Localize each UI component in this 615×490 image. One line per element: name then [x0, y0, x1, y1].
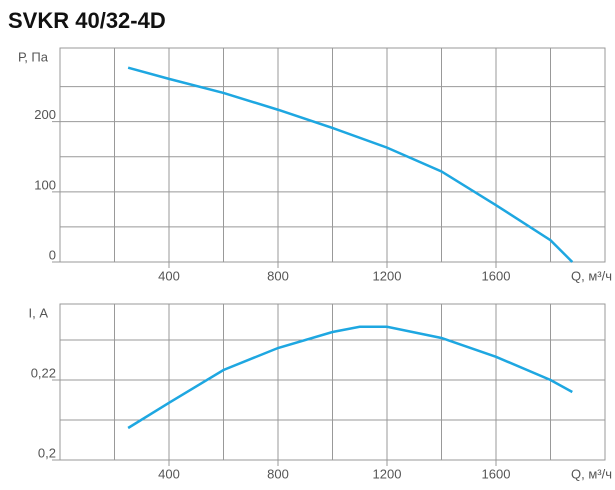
x-tick-label: 1200	[373, 268, 402, 283]
y-tick-label: 100	[34, 177, 56, 192]
y-axis-label: Р, Па	[18, 49, 49, 64]
x-tick-label: 1200	[373, 466, 402, 481]
x-axis-label: Q, м³/ч	[571, 268, 612, 283]
x-axis-label: Q, м³/ч	[571, 466, 612, 481]
x-tick-label: 1600	[482, 466, 511, 481]
x-tick-label: 400	[158, 268, 180, 283]
data-line	[127, 66, 574, 263]
y-axis-label: I, А	[28, 305, 48, 320]
y-tick-label: 0	[49, 247, 56, 262]
x-tick-label: 800	[267, 268, 289, 283]
y-tick-label: 0,2	[38, 445, 56, 460]
x-tick-label: 800	[267, 466, 289, 481]
y-tick-label: 0,22	[31, 365, 56, 380]
data-line	[127, 325, 573, 430]
x-tick-label: 400	[158, 466, 180, 481]
x-tick-label: 1600	[482, 268, 511, 283]
chart-title: SVKR 40/32-4D	[8, 8, 166, 33]
y-tick-label: 200	[34, 107, 56, 122]
